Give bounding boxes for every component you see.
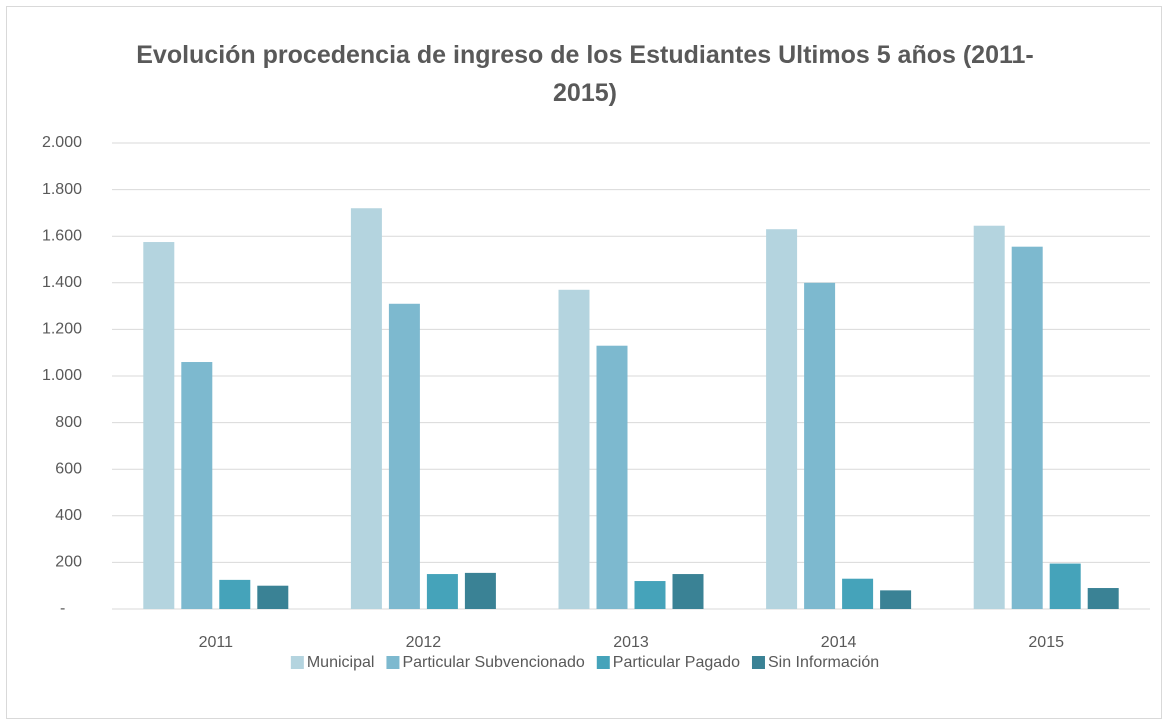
bar: [426, 574, 458, 609]
x-tick-label: 2012: [406, 634, 442, 651]
chart-frame: [6, 6, 1162, 719]
y-tick-label: 200: [55, 554, 82, 571]
y-tick-label: 1.800: [42, 181, 82, 198]
bar: [143, 242, 175, 609]
legend-label: Sin Información: [768, 654, 879, 671]
bar: [219, 579, 251, 609]
y-tick-label: 400: [55, 507, 82, 524]
legend-label: Particular Pagado: [613, 654, 740, 671]
y-tick-label: 1.200: [42, 321, 82, 338]
y-tick-label: 800: [55, 414, 82, 431]
bar: [842, 578, 874, 609]
x-tick-label: 2011: [199, 634, 234, 651]
bar: [558, 289, 590, 609]
legend-swatch: [290, 656, 304, 669]
bar: [880, 590, 912, 609]
bar: [672, 574, 704, 609]
bar: [257, 585, 289, 609]
x-tick-label: 2014: [821, 634, 857, 651]
bar: [973, 225, 1005, 609]
bar: [1049, 563, 1081, 609]
bar: [181, 362, 213, 609]
y-tick-label: 600: [55, 460, 82, 477]
bar: [1087, 588, 1119, 609]
bar: [1011, 246, 1043, 609]
chart-title: Evolución procedencia de ingreso de los …: [136, 41, 1034, 107]
bar: [634, 581, 666, 609]
legend-label: Municipal: [307, 654, 375, 671]
bar: [766, 229, 798, 609]
legend-swatch: [386, 656, 400, 669]
bar: [464, 572, 496, 609]
bar: [388, 303, 420, 609]
x-tick-label: 2013: [613, 634, 649, 651]
y-tick-label: 1.400: [42, 274, 82, 291]
y-tick-label: -: [60, 600, 65, 617]
y-tick-label: 1.000: [42, 367, 82, 384]
legend-swatch: [596, 656, 610, 669]
bar: [350, 208, 382, 610]
y-tick-label: 2.000: [42, 134, 82, 151]
y-tick-label: 1.600: [42, 227, 82, 244]
x-tick-label: 2015: [1028, 634, 1064, 651]
legend-swatch: [751, 656, 765, 669]
bar: [596, 345, 628, 609]
legend-label: Particular Subvencionado: [402, 654, 584, 671]
bar: [804, 282, 836, 609]
